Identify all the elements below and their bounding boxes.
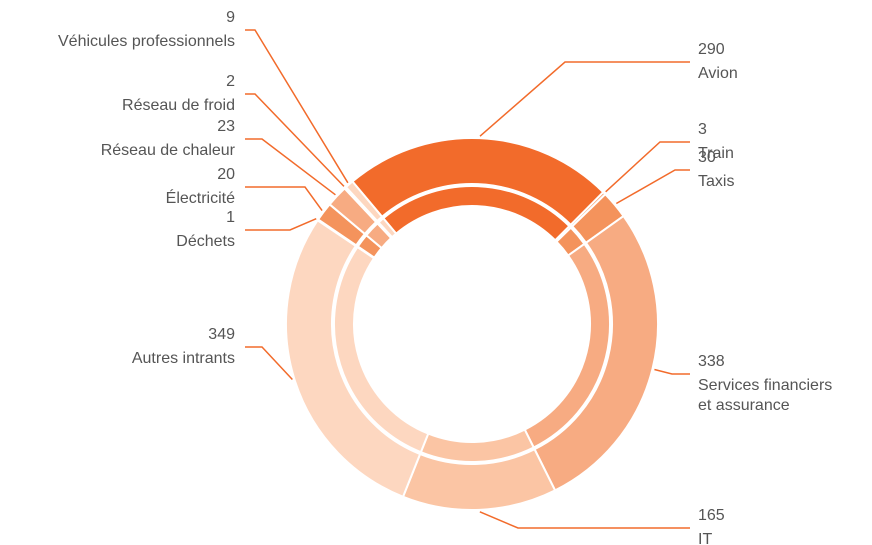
outer-slice bbox=[344, 180, 384, 223]
category-label: Avion bbox=[698, 65, 738, 82]
leader-line bbox=[654, 368, 690, 375]
value-label: 9 bbox=[226, 9, 235, 26]
category-label: Services financiers et assurance bbox=[698, 377, 832, 414]
leader-line bbox=[245, 29, 349, 184]
value-label: 2 bbox=[226, 73, 235, 90]
category-label: Véhicules professionnels bbox=[58, 33, 235, 50]
leader-line bbox=[245, 346, 293, 381]
leader-line bbox=[479, 511, 690, 529]
category-label: Réseau de chaleur bbox=[101, 142, 236, 159]
leader-line bbox=[615, 169, 690, 205]
value-label: 290 bbox=[698, 41, 725, 58]
value-label: 165 bbox=[698, 507, 725, 524]
category-label: Déchets bbox=[176, 233, 235, 250]
leader-line bbox=[479, 61, 690, 137]
value-label: 23 bbox=[217, 118, 235, 135]
category-label: Autres intrants bbox=[132, 350, 235, 367]
value-label: 30 bbox=[698, 149, 716, 166]
category-label: Train bbox=[698, 145, 734, 162]
leader-line bbox=[605, 141, 690, 193]
inner-slice bbox=[377, 216, 398, 239]
leader-line bbox=[245, 218, 317, 231]
category-label: Réseau de froid bbox=[122, 97, 235, 114]
value-label: 338 bbox=[698, 353, 725, 370]
category-label: Taxis bbox=[698, 173, 734, 190]
leader-line bbox=[245, 186, 323, 211]
value-label: 1 bbox=[226, 209, 235, 226]
value-label: 3 bbox=[698, 121, 707, 138]
category-label: IT bbox=[698, 531, 712, 545]
value-label: 349 bbox=[208, 326, 235, 343]
leader-line bbox=[245, 138, 336, 196]
value-label: 20 bbox=[217, 166, 235, 183]
leader-line bbox=[245, 93, 345, 187]
category-label: Électricité bbox=[166, 188, 235, 207]
